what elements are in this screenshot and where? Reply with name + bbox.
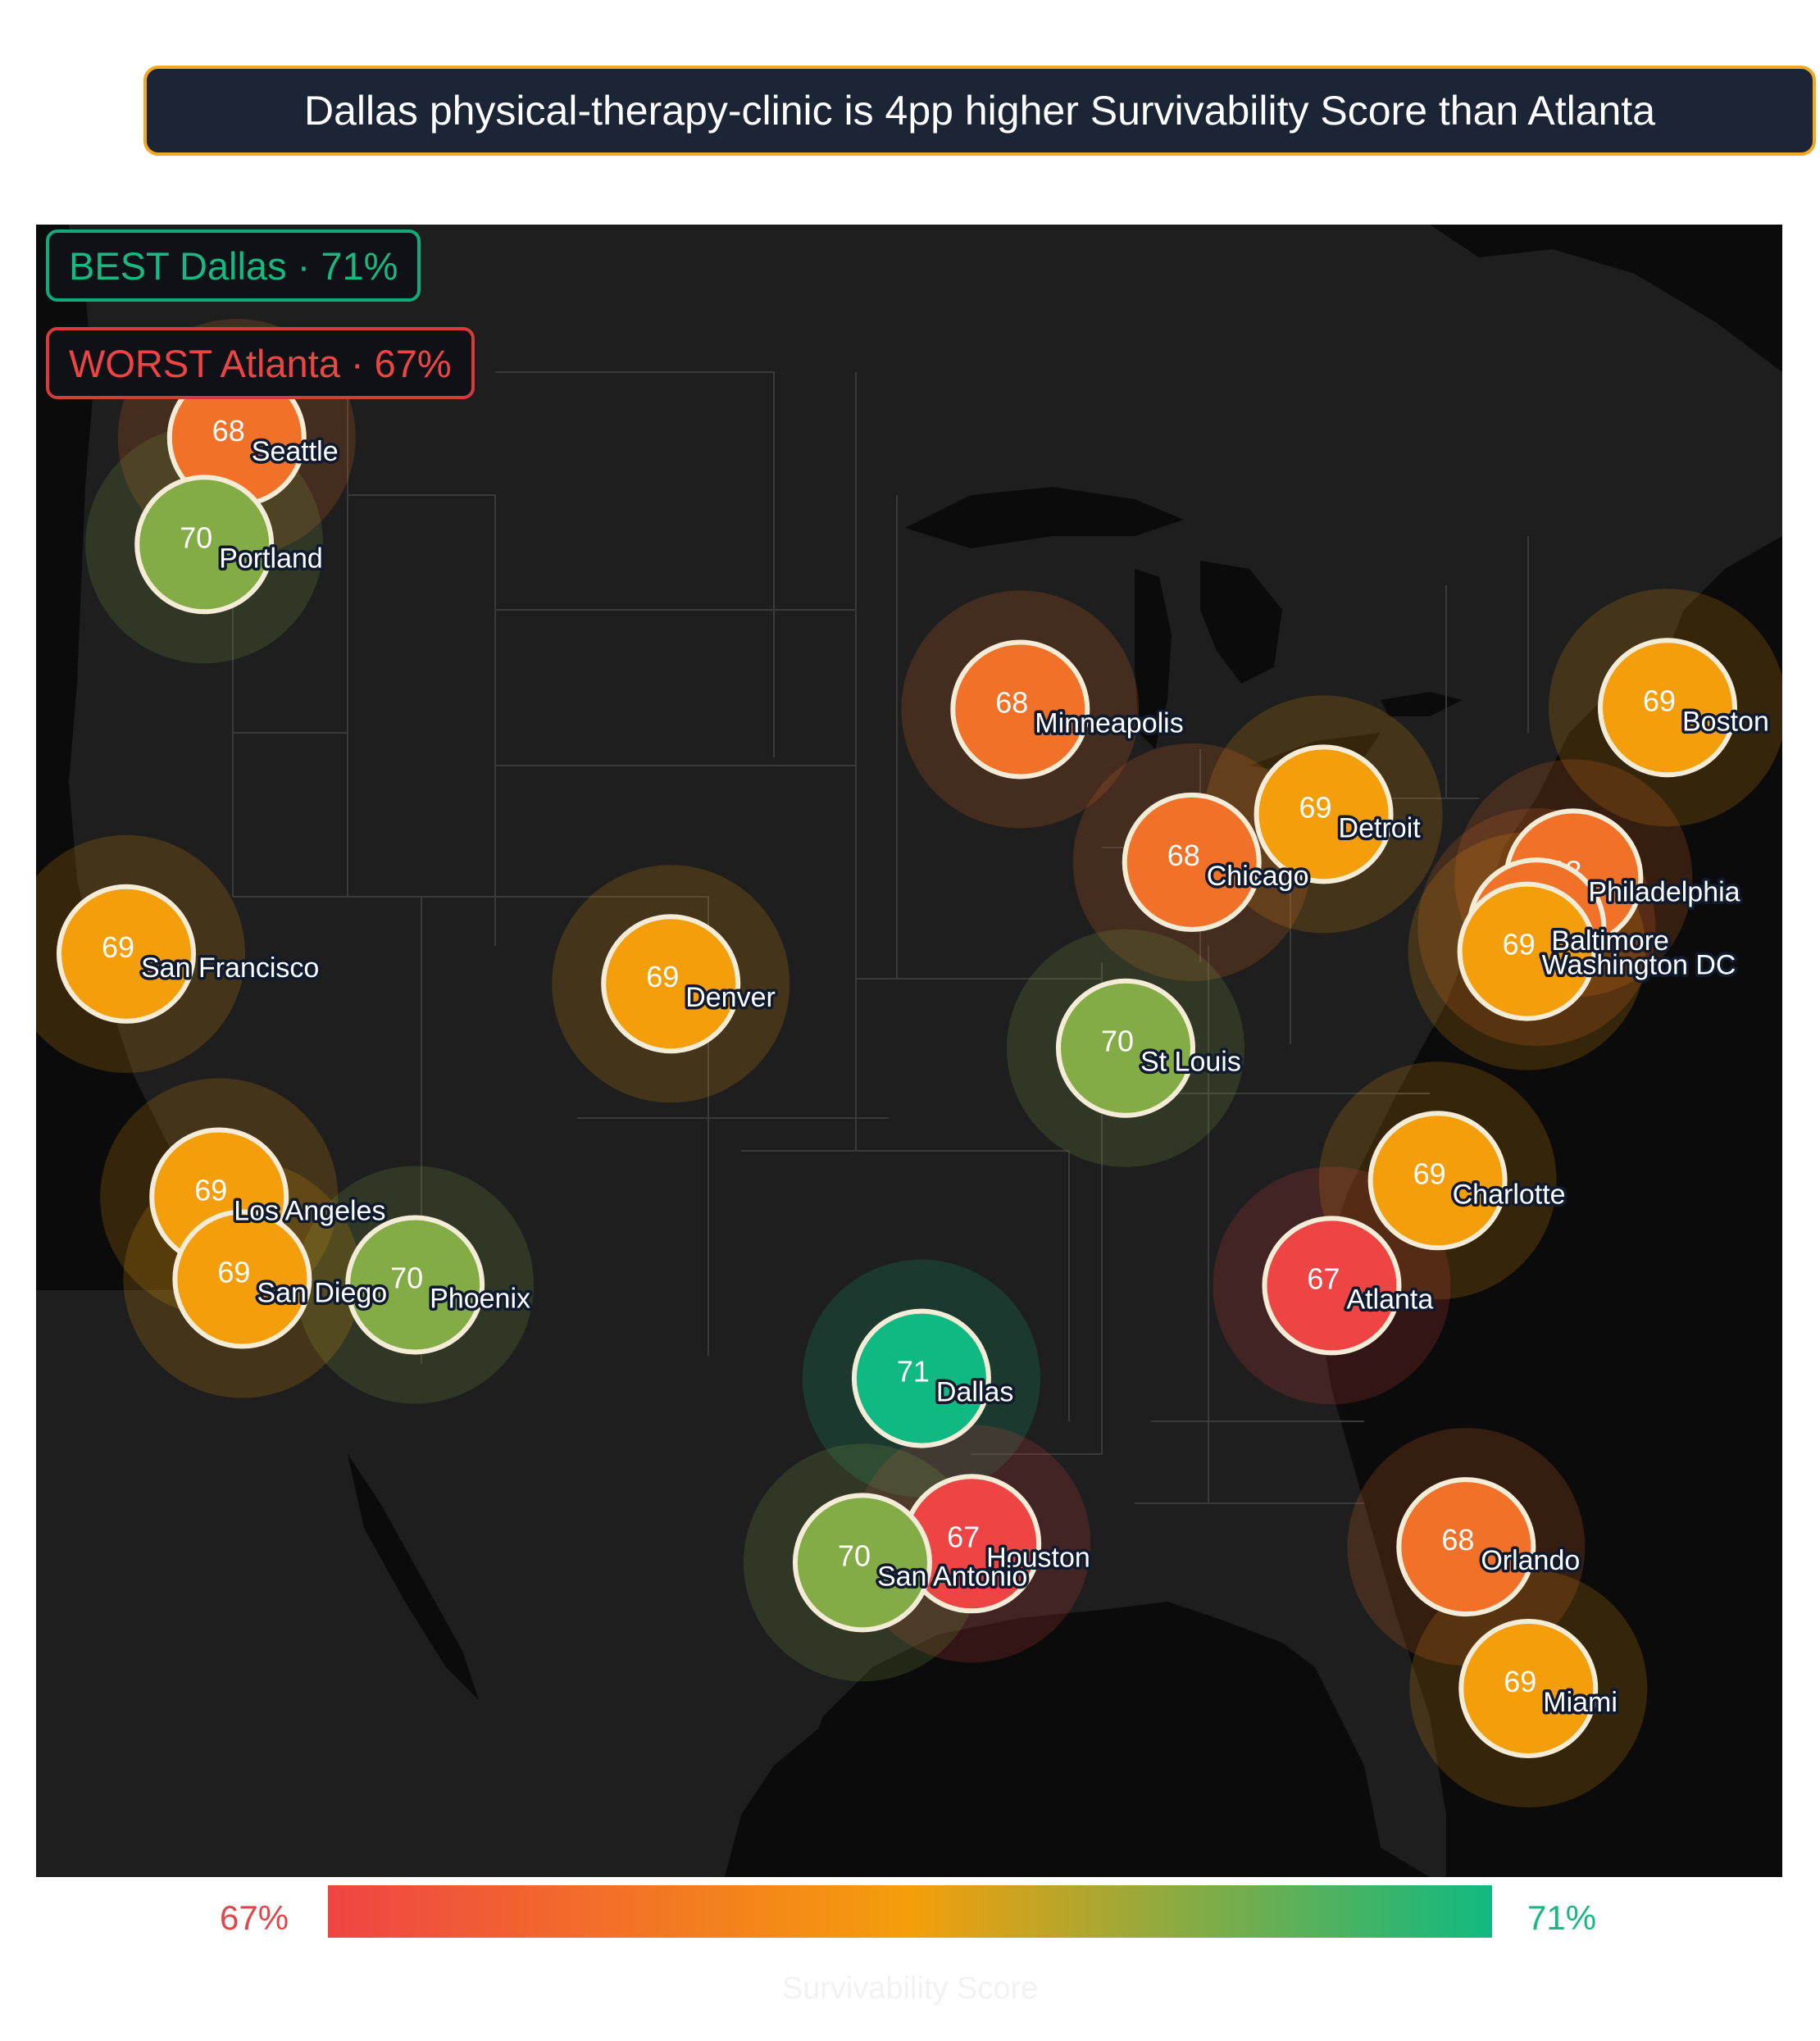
marker-washington-dc[interactable] (1457, 881, 1597, 1021)
score-label-minneapolis: 68 (995, 685, 1028, 719)
city-label-san-antonio: San Antonio (877, 1561, 1027, 1592)
score-label-washington-dc: 69 (1503, 928, 1536, 961)
city-label-portland: Portland (219, 543, 323, 574)
city-label-minneapolis: Minneapolis (1035, 707, 1183, 739)
marker-minneapolis[interactable] (950, 639, 1090, 780)
city-label-seattle: Seattle (252, 436, 339, 467)
marker-dallas[interactable] (851, 1308, 991, 1448)
city-label-atlanta: Atlanta (1346, 1284, 1433, 1315)
marker-atlanta[interactable] (1262, 1216, 1402, 1356)
best-city-badge: BEST Dallas · 71% (46, 230, 421, 302)
score-label-detroit: 69 (1299, 790, 1332, 824)
colorbar-max-label: 71% (1527, 1898, 1597, 1937)
city-label-los-angeles: Los Angeles (234, 1195, 385, 1226)
score-label-atlanta: 67 (1307, 1261, 1340, 1295)
city-label-san-francisco: San Francisco (141, 952, 319, 984)
city-label-boston: Boston (1682, 706, 1769, 737)
lake-huron (1200, 561, 1282, 684)
city-label-miami: Miami (1543, 1687, 1618, 1718)
border-line (495, 371, 775, 757)
score-label-san-diego: 69 (217, 1256, 250, 1289)
city-label-washington-dc: Washington DC (1542, 950, 1736, 981)
city-label-chicago: Chicago (1207, 861, 1309, 892)
land-north-america (36, 225, 1782, 1877)
marker-st-louis[interactable] (1055, 978, 1195, 1118)
city-label-denver: Denver (685, 982, 776, 1013)
score-label-portland: 70 (180, 520, 212, 554)
marker-detroit[interactable] (1254, 744, 1394, 884)
city-label-charlotte: Charlotte (1453, 1179, 1566, 1210)
worst-city-badge: WORST Atlanta · 67% (46, 327, 475, 399)
score-label-st-louis: 70 (1101, 1025, 1134, 1058)
score-label-miami: 69 (1504, 1665, 1536, 1698)
marker-san-antonio[interactable] (792, 1493, 932, 1633)
city-label-houston: Houston (986, 1542, 1090, 1573)
marker-miami[interactable] (1458, 1619, 1599, 1758)
map-canvas[interactable]: 6870686968696968686970696969706769716770… (36, 225, 1782, 1877)
marker-san-diego[interactable] (172, 1209, 312, 1349)
marker-charlotte[interactable] (1367, 1111, 1508, 1251)
border-line (348, 896, 709, 1118)
city-markers: 6870686968696968686970696969706769716770… (57, 368, 1737, 1758)
gulf-of-california (348, 1454, 479, 1700)
marker-orlando[interactable] (1396, 1477, 1536, 1617)
marker-san-francisco[interactable] (57, 884, 196, 1024)
city-label-san-diego: San Diego (257, 1278, 387, 1309)
score-label-boston: 69 (1643, 684, 1676, 717)
lake-ontario (1381, 692, 1463, 716)
marker-chicago[interactable] (1122, 792, 1262, 932)
city-label-baltimore: Baltimore (1551, 925, 1669, 957)
score-label-seattle: 68 (212, 414, 245, 448)
lake-superior (905, 487, 1184, 548)
score-label-houston: 67 (947, 1520, 980, 1553)
marker-portland[interactable] (134, 475, 275, 615)
pacific-ocean (36, 225, 233, 1290)
marker-phoenix[interactable] (345, 1215, 485, 1355)
score-label-san-antonio: 70 (838, 1539, 871, 1572)
us-map[interactable]: 6870686968696968686970696969706769716770… (36, 225, 1782, 1877)
city-label-orlando: Orlando (1481, 1545, 1580, 1576)
colorbar-title: Survivability Score (781, 1971, 1039, 2006)
colorbar-min-label: 67% (220, 1898, 289, 1937)
score-label-dallas: 71 (897, 1355, 930, 1389)
score-label-los-angeles: 69 (194, 1173, 227, 1207)
colorbar-gradient (328, 1885, 1492, 1938)
score-label-charlotte: 69 (1413, 1157, 1446, 1190)
chart-title: Dallas physical-therapy-clinic is 4pp hi… (143, 66, 1816, 156)
score-label-phoenix: 70 (390, 1261, 423, 1294)
city-label-st-louis: St Louis (1140, 1047, 1241, 1078)
score-label-denver: 69 (646, 960, 679, 993)
lake-michigan (1135, 569, 1172, 749)
city-label-detroit: Detroit (1339, 812, 1422, 843)
city-labels: Seattle Portland Minneapolis Detroit Chicago… (139, 434, 1772, 1721)
border-line (348, 494, 496, 946)
marker-boston[interactable] (1598, 638, 1737, 778)
score-label-orlando: 68 (1441, 1523, 1474, 1557)
city-label-dallas: Dallas (936, 1377, 1013, 1408)
marker-denver[interactable] (601, 914, 741, 1054)
city-label-philadelphia: Philadelphia (1588, 876, 1740, 907)
colorbar: 67% 71% (0, 1882, 1820, 1964)
gulf-of-mexico (725, 1667, 1290, 1877)
city-label-phoenix: Phoenix (430, 1283, 530, 1314)
score-label-chicago: 68 (1167, 839, 1200, 872)
score-label-san-francisco: 69 (102, 930, 134, 964)
